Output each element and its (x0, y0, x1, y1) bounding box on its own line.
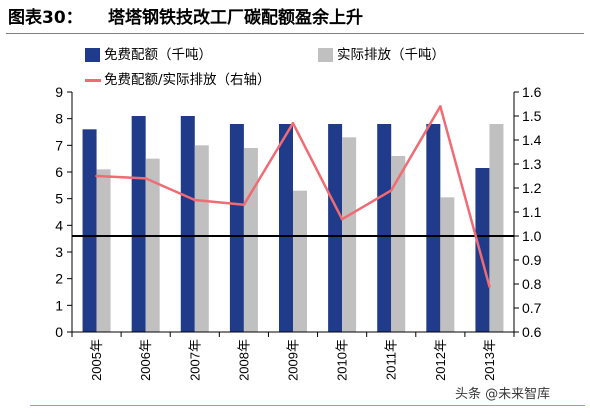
legend-swatch-ratio (85, 79, 101, 82)
x-tick-label: 2010年 (335, 339, 350, 381)
x-tick-label: 2009年 (286, 339, 301, 381)
y2-tick-label: 1.3 (522, 156, 542, 172)
x-tick-label: 2008年 (236, 339, 251, 381)
actual-emission-bar (293, 190, 307, 332)
y-tick-label: 4 (55, 217, 63, 233)
x-tick-label: 2013年 (482, 339, 497, 381)
y-tick-label: 8 (55, 111, 63, 127)
legend-label-ratio: 免费配额/实际排放（右轴） (104, 72, 271, 88)
ratio-point (242, 203, 246, 207)
free-allowance-bar (131, 116, 146, 332)
ratio-point (389, 189, 393, 192)
ratio-point (95, 174, 98, 178)
actual-emission-bar (243, 148, 258, 332)
y-tick-label: 1 (55, 297, 63, 313)
actual-emission-bar (489, 124, 504, 332)
free-allowance-bar (377, 124, 392, 332)
ratio-point (340, 217, 344, 221)
y-tick-label: 6 (55, 164, 63, 180)
y-tick-label: 3 (55, 244, 63, 260)
y2-tick-label: 1.5 (522, 108, 542, 124)
figure-label: 图表30： (8, 8, 83, 28)
y2-tick-label: 0.7 (522, 300, 542, 316)
ratio-point (439, 105, 442, 108)
legend-swatch-free-allowance (85, 48, 100, 62)
actual-emission-bar (194, 145, 209, 332)
y2-tick-label: 1.4 (522, 132, 542, 148)
y-tick-label: 0 (55, 324, 63, 340)
legend-swatch-actual-emission (318, 48, 333, 62)
title-divider (6, 33, 584, 34)
ratio-point (291, 121, 295, 125)
y2-tick-label: 1.1 (522, 204, 542, 220)
free-allowance-bar (328, 124, 343, 332)
y2-tick-label: 0.9 (522, 252, 542, 268)
actual-emission-bar (342, 137, 357, 332)
chart-title-bar: 图表30： 塔塔钢铁技改工厂碳配额盈余上升 (8, 6, 363, 30)
free-allowance-bar (180, 116, 195, 332)
actual-emission-bar (145, 158, 160, 332)
chart-title: 塔塔钢铁技改工厂碳配额盈余上升 (108, 8, 363, 28)
free-allowance-bar (475, 168, 490, 332)
y2-tick-label: 1.0 (522, 228, 542, 244)
actual-emission-bar (96, 169, 111, 332)
x-tick-label: 2012年 (433, 339, 448, 381)
ratio-point (144, 177, 147, 180)
x-tick-label: 2011年 (384, 339, 399, 380)
y-tick-label: 7 (55, 137, 63, 153)
ratio-point (488, 285, 491, 288)
actual-emission-bar (391, 156, 406, 332)
ratio-point (193, 198, 197, 202)
x-tick-label: 2006年 (138, 339, 153, 381)
free-allowance-bar (229, 124, 244, 332)
free-allowance-bar (82, 129, 97, 332)
actual-emission-bar (440, 197, 455, 332)
y2-tick-label: 0.6 (522, 324, 542, 340)
x-tick-label: 2007年 (187, 339, 202, 381)
y2-tick-label: 0.8 (522, 276, 542, 292)
free-allowance-bar (426, 124, 441, 332)
bottom-divider (30, 405, 585, 406)
y-tick-label: 5 (55, 191, 63, 207)
y2-tick-label: 1.6 (522, 84, 542, 100)
y2-tick-label: 1.2 (522, 180, 542, 196)
y-tick-label: 2 (55, 271, 63, 287)
legend-label-actual-emission: 实际排放（千吨） (337, 47, 445, 63)
watermark: 头条 @未来智库 (455, 387, 551, 402)
legend-label-free-allowance: 免费配额（千吨） (104, 47, 212, 63)
y-tick-label: 9 (55, 84, 63, 100)
x-tick-label: 2005年 (89, 339, 104, 381)
free-allowance-bar (279, 124, 293, 332)
